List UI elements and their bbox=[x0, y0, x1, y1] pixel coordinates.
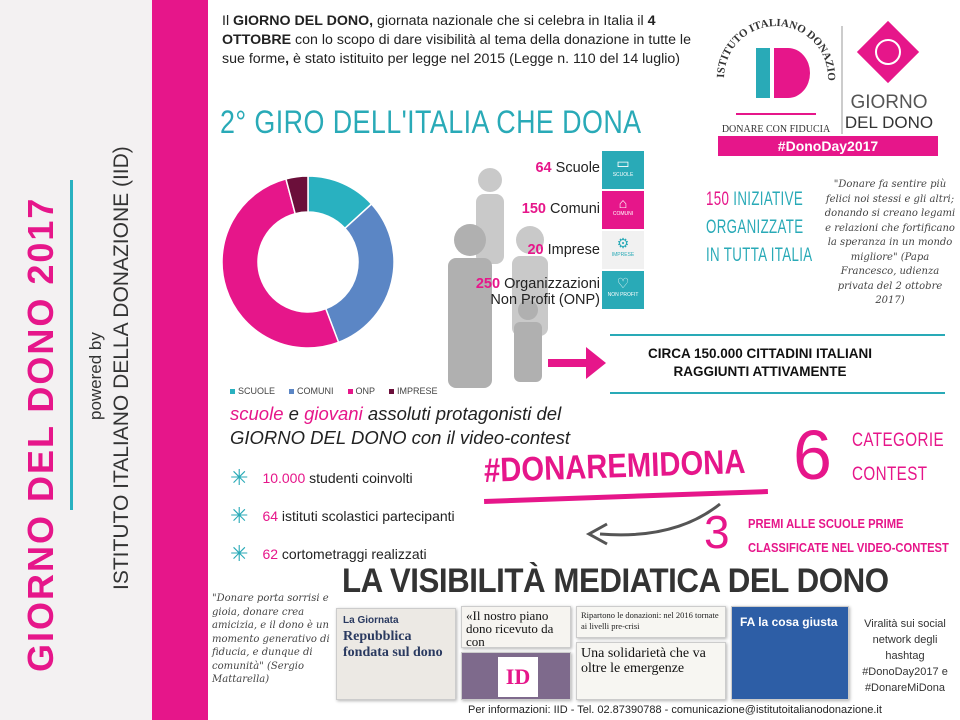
categories-label: CATEGORIE CONTEST bbox=[852, 430, 944, 485]
press-clipping: La Giornata Repubblica fondata sul dono bbox=[336, 608, 456, 700]
divider bbox=[610, 334, 945, 336]
social-virality-text: Viralità sui social network degli hashta… bbox=[862, 618, 948, 694]
press-clipping: Una solidarietà che va oltre le emergenz… bbox=[576, 642, 726, 700]
tile-comuni: ⌂ COMUNI bbox=[602, 191, 644, 229]
legend-swatch bbox=[289, 389, 295, 395]
divider bbox=[70, 180, 73, 510]
asterisk-icon: ✳ bbox=[230, 503, 249, 528]
donut-slice-imprese bbox=[285, 175, 309, 215]
donut-slice-onp bbox=[222, 177, 340, 349]
intro-text: Il GIORNO DEL DONO, giornata nazionale c… bbox=[222, 13, 691, 67]
stat-item: ✳ 10.000 studenti coinvolti bbox=[230, 465, 413, 490]
papa-quote: "Donare fa sentire più felici noi stessi… bbox=[824, 179, 956, 306]
prizes-count: 3 bbox=[704, 506, 730, 558]
donut-slice-comuni bbox=[324, 202, 395, 344]
building-icon: ⌂ bbox=[618, 195, 628, 211]
legend-label: ONP bbox=[355, 386, 376, 396]
legend-item-scuole: SCUOLE bbox=[230, 386, 275, 396]
citizens-reached: CIRCA 150.000 CITTADINI ITALIANI RAGGIUNT… bbox=[647, 346, 873, 379]
category-onp: 250 Organizzazioni Non Profit (ONP) bbox=[475, 276, 600, 308]
logo: ISTITUTO ITALIANO DONAZIONE DONARE CON F… bbox=[702, 0, 946, 156]
category-comuni: 150 Comuni bbox=[521, 201, 600, 217]
category-imprese: 20 Imprese bbox=[527, 242, 600, 258]
heart-icon: ♡ bbox=[616, 275, 630, 291]
stat-item: ✳ 64 istituti scolastici partecipanti bbox=[230, 503, 455, 528]
categories-count: 6 bbox=[793, 416, 832, 494]
asterisk-icon: ✳ bbox=[230, 541, 249, 566]
category-list: 64 Scuole 150 Comuni 20 Imprese 250 Orga… bbox=[476, 156, 600, 316]
svg-text:DONARE CON FIDUCIA: DONARE CON FIDUCIA bbox=[722, 124, 831, 135]
gears-icon: ⚙ bbox=[616, 235, 630, 251]
contact-info: Per informazioni: IID - Tel. 02.87390788… bbox=[468, 704, 882, 716]
tile-imprese: ⚙ IMPRESE bbox=[602, 231, 644, 269]
legend-item-comuni: COMUNI bbox=[289, 386, 334, 396]
pink-bar bbox=[152, 0, 208, 720]
divider bbox=[610, 392, 945, 394]
curved-arrow-icon bbox=[585, 502, 721, 546]
contest-hashtag: #DONAREMIDONA bbox=[483, 442, 747, 490]
iniziative-text: 150 INIZIATIVE ORGANIZZATE IN TUTTA ITALIA bbox=[706, 189, 813, 266]
book-icon: ▭ bbox=[616, 155, 630, 171]
sidebar-panel: GIORNO DEL DONO 2017 powered by ISTITUTO… bbox=[0, 0, 152, 720]
svg-text:ISTITUTO ITALIANO DONAZIONE: ISTITUTO ITALIANO DONAZIONE bbox=[706, 8, 837, 81]
mattarella-quote: "Donare porta sorrisi e gioia, donare cr… bbox=[212, 593, 330, 685]
asterisk-icon: ✳ bbox=[230, 465, 249, 490]
powered-by-label: powered by bbox=[86, 332, 105, 420]
press-clipping: «Il nostro piano dono ricevuto da con bbox=[461, 606, 571, 648]
prizes-label: PREMI ALLE SCUOLE PRIME CLASSIFICATE NEL … bbox=[748, 516, 949, 555]
legend-item-onp: ONP bbox=[347, 386, 376, 396]
donut-chart bbox=[222, 175, 395, 349]
svg-text:#DonoDay2017: #DonoDay2017 bbox=[778, 138, 879, 154]
category-scuole: 64 Scuole bbox=[535, 160, 600, 176]
organization-name: ISTITUTO ITALIANO DELLA DONAZIONE (IID) bbox=[110, 146, 133, 590]
legend-swatch bbox=[347, 389, 353, 395]
contest-intro: scuole e giovani assoluti protagonisti d… bbox=[230, 403, 570, 448]
section-heading: 2° GIRO DELL'ITALIA CHE DONA bbox=[220, 104, 642, 140]
legend-swatch bbox=[389, 389, 395, 395]
tile-scuole: ▭ SCUOLE bbox=[602, 151, 644, 189]
media-heading: LA VISIBILITÀ MEDIATICA DEL DONO bbox=[342, 562, 889, 600]
legend-label: SCUOLE bbox=[238, 386, 276, 396]
tile-nonprofit: ♡ NON PROFIT bbox=[602, 271, 644, 309]
sidebar-title: GIORNO DEL DONO 2017 bbox=[20, 196, 61, 672]
legend-swatch bbox=[230, 389, 235, 395]
press-clipping: Ripartono le donazioni: nel 2016 tornate… bbox=[576, 606, 726, 638]
legend-item-imprese: IMPRESE bbox=[389, 386, 438, 396]
legend-label: IMPRESE bbox=[397, 386, 438, 396]
arrow-right-icon bbox=[548, 347, 606, 379]
svg-text:GIORNO: GIORNO bbox=[850, 92, 927, 113]
svg-text:DEL DONO: DEL DONO bbox=[845, 113, 933, 132]
stat-item: ✳ 62 cortometraggi realizzati bbox=[230, 541, 427, 566]
legend-label: COMUNI bbox=[297, 386, 334, 396]
people-silhouettes-icon bbox=[448, 168, 548, 388]
tv-screenshot: ID bbox=[461, 652, 571, 700]
logo-arc-text: ISTITUTO ITALIANO DONAZIONE bbox=[702, 0, 837, 81]
tv-screenshot: FA la cosa giusta bbox=[731, 606, 849, 700]
chart-legend: SCUOLE COMUNI ONP IMPRESE bbox=[230, 386, 438, 396]
